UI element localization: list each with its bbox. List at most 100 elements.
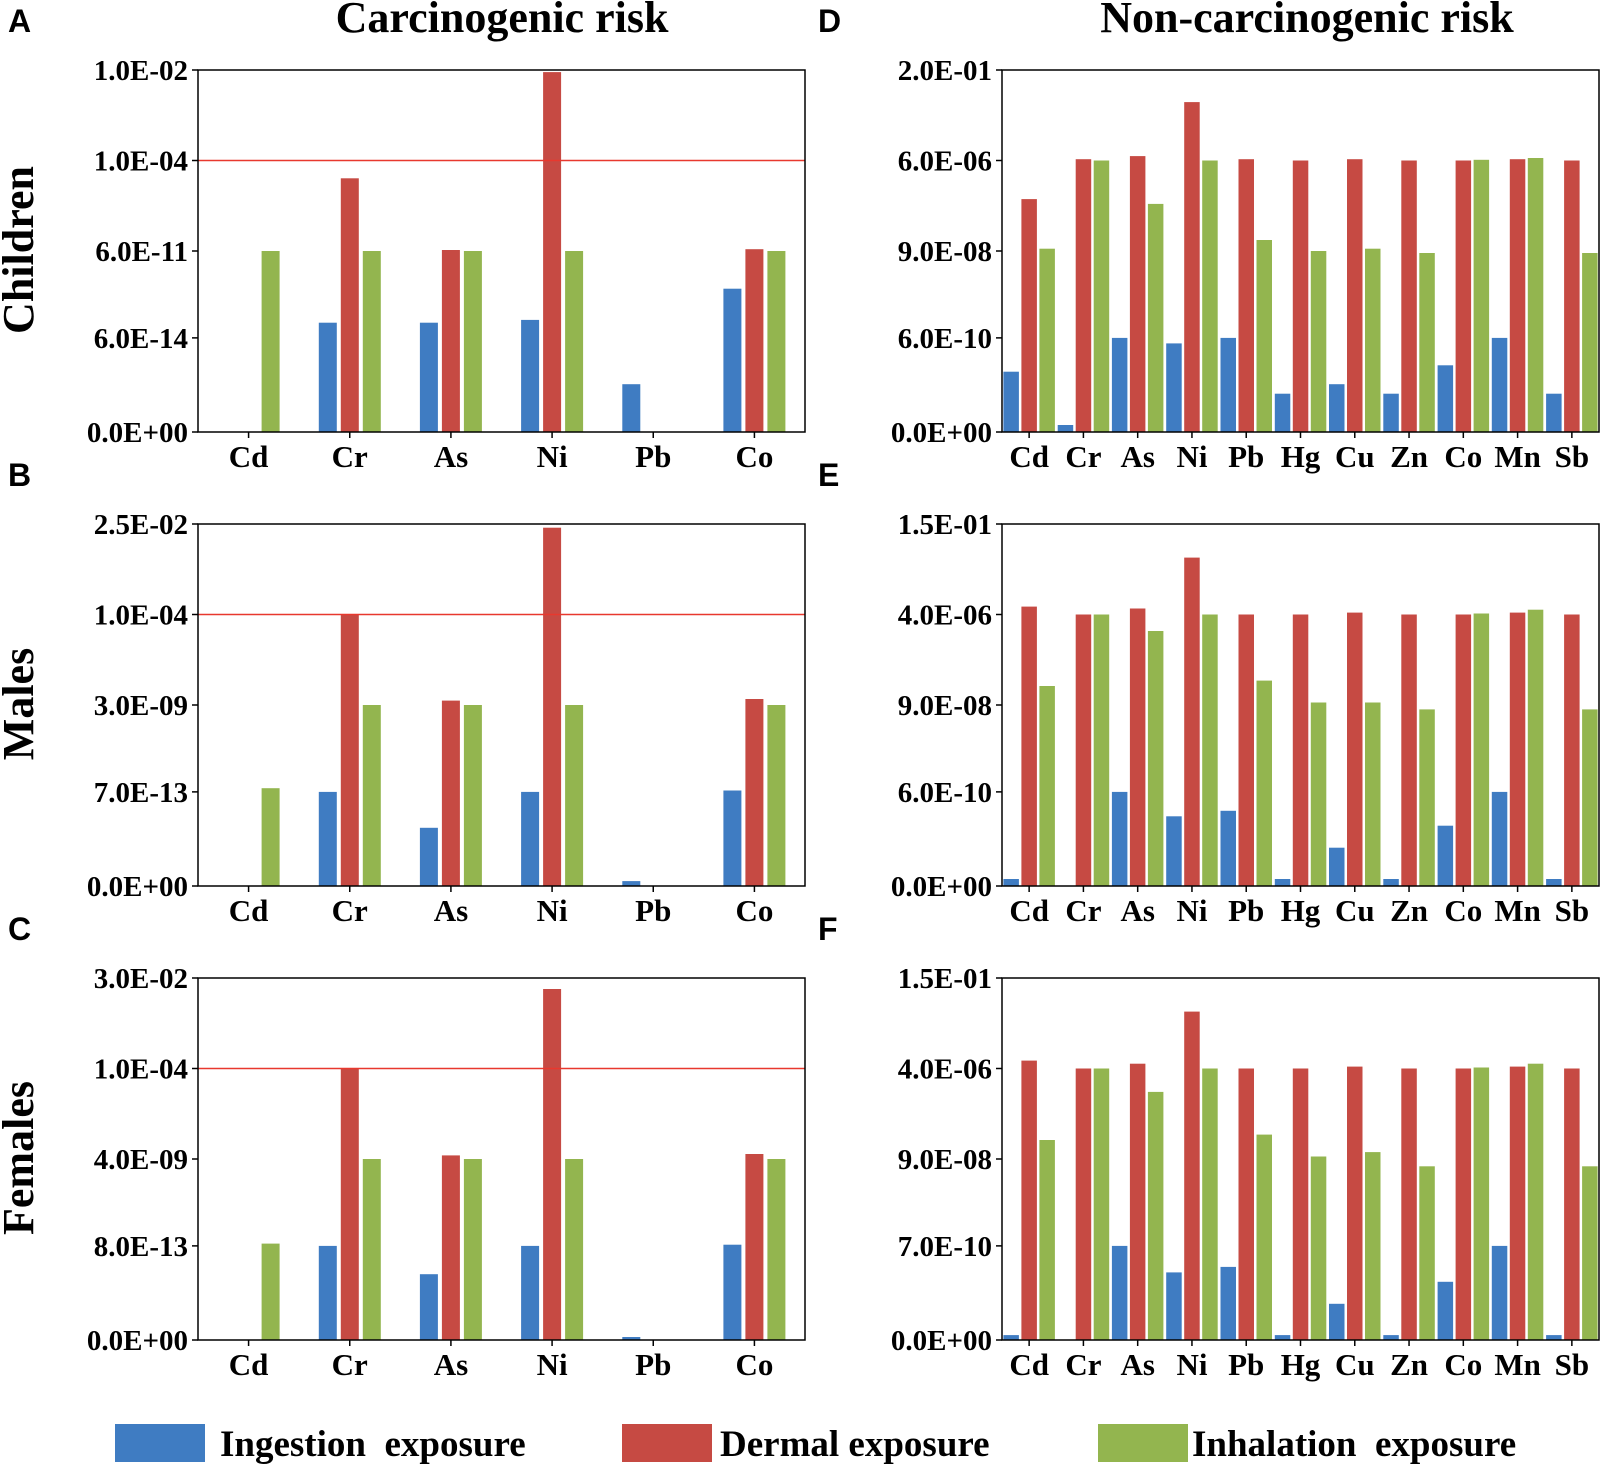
bar-D-inhalation-Mn bbox=[1527, 158, 1544, 432]
row-label-females: Females bbox=[0, 1081, 43, 1235]
bar-F-dermal-Pb bbox=[1238, 1068, 1254, 1340]
panel-letter-F: F bbox=[818, 911, 838, 947]
panel-A: A 0.0E+00 6.0E-14 6.0E-11 1.0E-04 1.0E-02 Cd Cr… bbox=[8, 3, 806, 474]
xtick-label-D-Zn: Zn bbox=[1390, 439, 1428, 474]
xtick-label-A-Cd: Cd bbox=[229, 439, 269, 474]
xtick-label-F-Cr: Cr bbox=[1065, 1347, 1101, 1382]
xtick-label-E-Cu: Cu bbox=[1335, 893, 1375, 928]
bar-D-dermal-Cd bbox=[1021, 199, 1037, 432]
xtick-label-B-Cd: Cd bbox=[229, 893, 269, 928]
bar-A-ingestion-As bbox=[419, 322, 438, 432]
bar-D-ingestion-Mn bbox=[1491, 337, 1508, 432]
bar-D-ingestion-Hg bbox=[1274, 393, 1291, 432]
bar-B-dermal-Ni bbox=[543, 527, 562, 886]
ytick-label-E-3: 4.0E-06 bbox=[898, 600, 992, 632]
bar-F-inhalation-As bbox=[1147, 1091, 1164, 1340]
bar-D-dermal-Co bbox=[1455, 160, 1472, 432]
bar-F-ingestion-Cu bbox=[1329, 1303, 1345, 1340]
row-label-males: Males bbox=[0, 648, 43, 760]
xtick-label-C-Cd: Cd bbox=[229, 1347, 269, 1382]
bar-C-inhalation-Co bbox=[767, 1159, 786, 1340]
xtick-label-C-Ni: Ni bbox=[537, 1347, 568, 1382]
legend-label-ingestion: Ingestion exposure bbox=[220, 1424, 526, 1465]
ytick-label-A-1: 6.0E-14 bbox=[94, 323, 188, 355]
ytick-label-B-3: 1.0E-04 bbox=[94, 600, 188, 632]
bar-F-ingestion-As bbox=[1111, 1245, 1128, 1340]
xtick-label-F-Pb: Pb bbox=[1228, 1347, 1264, 1382]
xtick-label-A-As: As bbox=[434, 439, 468, 474]
bar-A-ingestion-Cr bbox=[318, 322, 337, 432]
panels: A 0.0E+00 6.0E-14 6.0E-11 1.0E-04 1.0E-02 Cd Cr… bbox=[8, 3, 1600, 1382]
bar-F-inhalation-Ni bbox=[1202, 1068, 1218, 1340]
bar-E-ingestion-As bbox=[1111, 791, 1128, 886]
bar-F-ingestion-Mn bbox=[1491, 1245, 1508, 1340]
bar-C-ingestion-Cr bbox=[318, 1245, 337, 1340]
xtick-label-E-Sb: Sb bbox=[1555, 893, 1589, 928]
bar-F-inhalation-Sb bbox=[1582, 1166, 1598, 1340]
xtick-label-B-Cr: Cr bbox=[332, 893, 368, 928]
xtick-label-D-Hg: Hg bbox=[1281, 439, 1321, 474]
bar-F-dermal-Sb bbox=[1564, 1068, 1580, 1340]
bar-F-inhalation-Hg bbox=[1310, 1156, 1327, 1340]
bar-E-inhalation-Mn bbox=[1527, 609, 1544, 886]
bar-F-dermal-Cr bbox=[1075, 1068, 1092, 1340]
bar-D-dermal-Cu bbox=[1347, 159, 1363, 432]
bar-B-inhalation-Cr bbox=[362, 705, 381, 886]
legend-label-inhalation: Inhalation exposure bbox=[1192, 1424, 1516, 1465]
bar-F-inhalation-Cr bbox=[1093, 1068, 1110, 1340]
bar-F-dermal-Ni bbox=[1184, 1011, 1200, 1340]
xtick-label-D-Pb: Pb bbox=[1228, 439, 1264, 474]
xtick-label-D-Ni: Ni bbox=[1176, 439, 1207, 474]
ytick-label-B-4: 2.5E-02 bbox=[94, 509, 188, 541]
ytick-label-F-4: 1.5E-01 bbox=[898, 963, 992, 995]
xtick-label-F-Co: Co bbox=[1444, 1347, 1482, 1382]
ytick-label-F-0: 0.0E+00 bbox=[891, 1325, 992, 1357]
bar-E-ingestion-Co bbox=[1437, 825, 1454, 886]
bar-D-dermal-Cr bbox=[1075, 159, 1092, 432]
title-non-carcinogenic: Non-carcinogenic risk bbox=[1100, 0, 1514, 42]
xtick-label-D-Cr: Cr bbox=[1065, 439, 1101, 474]
bar-A-inhalation-Cd bbox=[261, 251, 280, 432]
xtick-label-A-Pb: Pb bbox=[635, 439, 671, 474]
xtick-label-F-Ni: Ni bbox=[1176, 1347, 1207, 1382]
xtick-label-F-As: As bbox=[1120, 1347, 1154, 1382]
bar-E-inhalation-Hg bbox=[1310, 702, 1327, 886]
bar-F-inhalation-Cu bbox=[1365, 1152, 1381, 1340]
ytick-label-E-4: 1.5E-01 bbox=[898, 509, 992, 541]
panel-letter-E: E bbox=[818, 457, 839, 493]
bar-F-dermal-Mn bbox=[1509, 1066, 1526, 1340]
bar-E-ingestion-Mn bbox=[1491, 791, 1508, 886]
xtick-label-C-Cr: Cr bbox=[332, 1347, 368, 1382]
legend-swatch-inhalation bbox=[1098, 1424, 1188, 1462]
bar-E-inhalation-Pb bbox=[1256, 680, 1272, 886]
bar-D-inhalation-Zn bbox=[1419, 253, 1435, 432]
bar-E-dermal-Zn bbox=[1401, 614, 1417, 886]
ytick-label-D-3: 6.0E-06 bbox=[898, 146, 992, 178]
ytick-label-C-1: 8.0E-13 bbox=[94, 1231, 188, 1263]
bar-D-ingestion-Co bbox=[1437, 365, 1454, 432]
bar-E-ingestion-Pb bbox=[1220, 810, 1236, 886]
xtick-label-D-Cu: Cu bbox=[1335, 439, 1375, 474]
axes-frame-C bbox=[197, 977, 806, 1341]
xtick-label-A-Cr: Cr bbox=[332, 439, 368, 474]
bar-D-inhalation-Hg bbox=[1310, 251, 1327, 432]
bar-C-ingestion-Pb bbox=[622, 1337, 641, 1340]
xtick-label-F-Mn: Mn bbox=[1494, 1347, 1541, 1382]
bar-E-inhalation-As bbox=[1147, 631, 1164, 886]
bar-E-inhalation-Cu bbox=[1365, 702, 1381, 886]
bar-D-dermal-As bbox=[1129, 156, 1146, 432]
bar-D-dermal-Pb bbox=[1238, 159, 1254, 432]
ytick-label-F-2: 9.0E-08 bbox=[898, 1144, 992, 1176]
bar-D-ingestion-Zn bbox=[1383, 393, 1399, 432]
bar-E-dermal-Cr bbox=[1075, 614, 1092, 886]
bar-A-inhalation-Co bbox=[767, 251, 786, 432]
xtick-label-E-Mn: Mn bbox=[1494, 893, 1541, 928]
panel-letter-B: B bbox=[8, 457, 31, 493]
bar-F-ingestion-Co bbox=[1437, 1281, 1454, 1340]
bar-E-dermal-Sb bbox=[1564, 614, 1580, 886]
bar-D-dermal-Hg bbox=[1292, 160, 1309, 432]
bar-C-dermal-As bbox=[441, 1155, 460, 1340]
xtick-label-A-Co: Co bbox=[735, 439, 773, 474]
bar-D-ingestion-Cu bbox=[1329, 384, 1345, 432]
bar-C-dermal-Co bbox=[745, 1154, 764, 1340]
